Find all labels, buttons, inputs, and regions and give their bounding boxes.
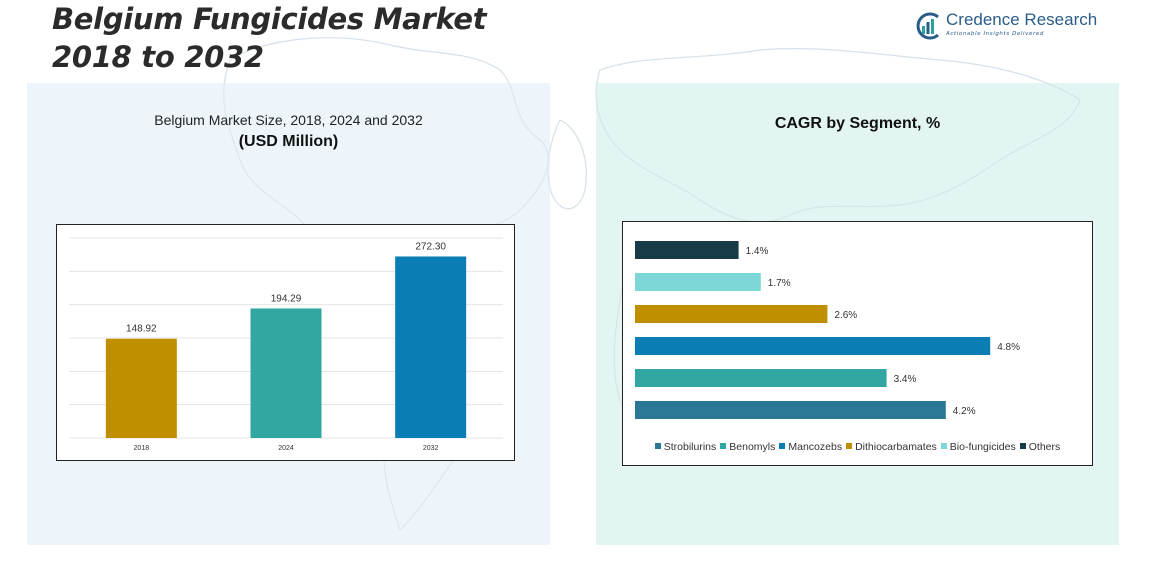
bar-2024 bbox=[250, 308, 322, 438]
cagr-legend: Strobilurins Benomyls Mancozebs Dithiocarba… bbox=[623, 441, 1092, 453]
title-line-2: 2018 to 2032 bbox=[52, 40, 264, 74]
legend-swatch bbox=[846, 443, 853, 449]
page-title: Belgium Fungicides Market 2018 to 2032 bbox=[52, 0, 487, 76]
legend-swatch bbox=[720, 443, 727, 449]
bar-2018 bbox=[105, 338, 177, 438]
legend-swatch bbox=[779, 443, 786, 449]
market-size-unit: (USD Million) bbox=[238, 133, 339, 150]
legend-label: Mancozebs bbox=[788, 441, 843, 453]
bar-value-label: 272.30 bbox=[415, 241, 446, 252]
bar-value-label: 148.92 bbox=[126, 324, 157, 335]
brand-tagline: Actionable Insights Delivered bbox=[946, 31, 1044, 37]
legend-label: Benomyls bbox=[729, 441, 776, 453]
legend-label: Dithiocarbamates bbox=[855, 441, 937, 453]
legend-label: Strobilurins bbox=[663, 441, 717, 453]
legend-swatch bbox=[1019, 443, 1026, 449]
x-tick-label: 2018 bbox=[134, 445, 150, 452]
legend-item: Strobilurins bbox=[654, 441, 717, 453]
hbar-others bbox=[635, 241, 739, 259]
x-tick-label: 2024 bbox=[278, 445, 294, 452]
hbar-value-label: 2.6% bbox=[834, 310, 857, 321]
legend-item: Benomyls bbox=[720, 441, 775, 453]
hbar-benomyls bbox=[635, 369, 887, 387]
legend-item: Bio-fungicides bbox=[940, 441, 1016, 453]
cagr-title: CAGR by Segment, % bbox=[774, 115, 941, 132]
cagr-chart-svg: 1.4% 1.7% 2.6% 4.8% 3.4% 4.2% bbox=[635, 241, 1020, 419]
hbar-dithiocarbamates bbox=[635, 305, 828, 323]
hbar-value-label: 1.4% bbox=[746, 246, 769, 257]
legend-label: Others bbox=[1028, 441, 1061, 453]
brand-logo: Credence Research Actionable Insights De… bbox=[914, 10, 1114, 44]
title-line-1: Belgium Fungicides Market bbox=[52, 2, 487, 36]
market-size-chart-svg: 148.92 2018 194.29 2024 272.30 2032 bbox=[69, 237, 503, 452]
legend-swatch bbox=[654, 443, 661, 449]
legend-label: Bio-fungicides bbox=[949, 441, 1016, 453]
brand-name: Credence Research bbox=[946, 10, 1098, 29]
hbar-bio-fungicides bbox=[635, 273, 761, 291]
legend-item: Dithiocarbamates bbox=[846, 441, 937, 453]
hbar-value-label: 4.8% bbox=[997, 342, 1020, 353]
market-size-title: Belgium Market Size, 2018, 2024 and 2032 bbox=[154, 112, 423, 128]
hbar-mancozebs bbox=[635, 337, 991, 355]
bar-2032 bbox=[395, 256, 467, 438]
hbar-value-label: 4.2% bbox=[953, 406, 976, 417]
bar-value-label: 194.29 bbox=[271, 293, 302, 304]
legend-swatch bbox=[940, 443, 947, 449]
hbar-strobilurins bbox=[635, 401, 946, 419]
hbar-value-label: 1.7% bbox=[768, 278, 791, 289]
x-tick-label: 2032 bbox=[423, 445, 439, 452]
legend-item: Mancozebs bbox=[779, 441, 842, 453]
cagr-chart: 1.4% 1.7% 2.6% 4.8% 3.4% 4.2% Strobilurins Ben… bbox=[622, 221, 1093, 466]
credence-logo-icon bbox=[916, 12, 939, 40]
hbar-value-label: 3.4% bbox=[894, 374, 917, 385]
market-size-chart: 148.92 2018 194.29 2024 272.30 2032 bbox=[56, 224, 515, 461]
legend-item: Others bbox=[1019, 441, 1061, 453]
